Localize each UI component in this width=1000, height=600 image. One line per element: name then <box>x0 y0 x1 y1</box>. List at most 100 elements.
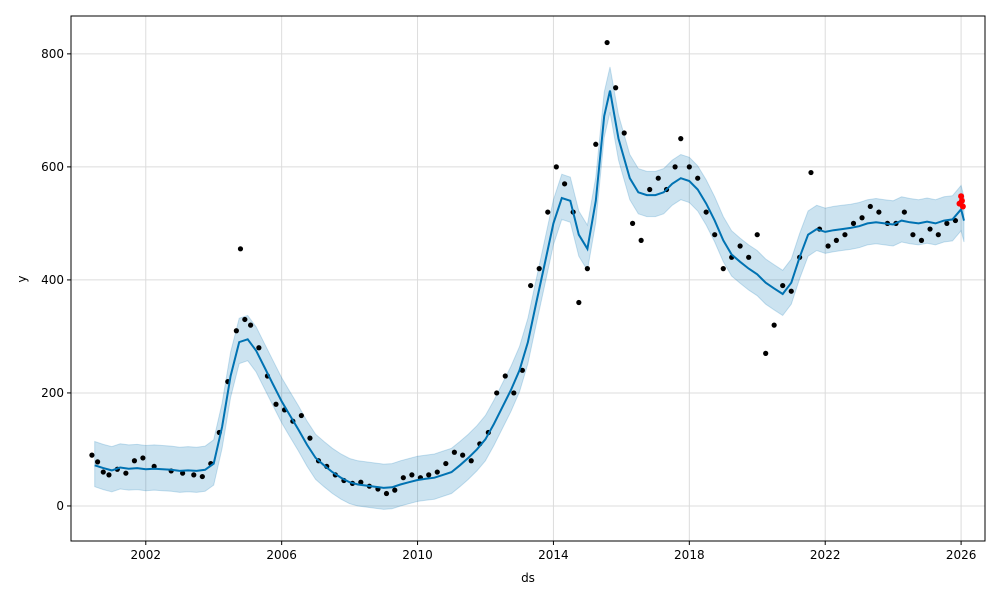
observed-point <box>629 220 636 227</box>
observed-point <box>788 288 794 294</box>
observed-point <box>123 470 129 476</box>
observed-point <box>910 232 916 238</box>
observed-point <box>703 209 709 215</box>
y-axis-ticks: 0 200 400 600 800 <box>41 47 71 513</box>
observed-point <box>89 452 95 458</box>
y-tick-label: 0 <box>56 499 64 513</box>
observed-point <box>754 232 760 238</box>
highlighted-point <box>959 203 966 210</box>
observed-point <box>273 401 279 407</box>
highlighted-point <box>958 193 965 200</box>
observed-point <box>528 282 534 289</box>
observed-point <box>519 367 525 373</box>
observed-point <box>468 458 474 464</box>
observed-point <box>876 209 882 215</box>
observed-point <box>672 164 678 170</box>
observed-point <box>604 39 610 46</box>
observed-point <box>918 237 925 243</box>
observed-point <box>242 316 248 323</box>
observed-point <box>944 220 950 227</box>
observed-point <box>720 266 726 272</box>
uncertainty-band-area <box>94 66 965 510</box>
observed-point <box>780 282 786 289</box>
grid-lines <box>71 16 985 541</box>
observed-point <box>140 455 146 461</box>
observed-point <box>502 373 508 379</box>
observed-point <box>737 243 743 249</box>
y-tick-label: 800 <box>41 47 64 61</box>
x-tick-label: 2018 <box>674 548 705 562</box>
observed-point <box>576 299 582 306</box>
observed-point <box>686 164 692 170</box>
observed-point <box>409 472 415 478</box>
observed-point <box>638 237 644 243</box>
observed-point <box>655 175 661 181</box>
uncertainty-band <box>94 66 965 510</box>
observed-point <box>859 215 865 221</box>
y-tick-label: 200 <box>41 386 64 400</box>
observed-point <box>825 243 831 249</box>
observed-point <box>927 226 933 232</box>
observed-point <box>237 246 244 252</box>
highlighted-points <box>956 193 966 210</box>
observed-point <box>358 479 364 485</box>
observed-point <box>842 232 848 238</box>
y-axis-label: y <box>15 275 29 282</box>
observed-point <box>95 459 101 465</box>
observed-point <box>233 328 239 334</box>
observed-point <box>901 209 907 215</box>
x-axis-label: ds <box>521 571 535 585</box>
x-axis-ticks: 2002 2006 2010 2014 2018 2022 2026 <box>131 541 977 562</box>
observed-point <box>460 452 466 458</box>
y-tick-label: 400 <box>41 273 64 287</box>
y-tick-label: 600 <box>41 160 64 174</box>
observed-point <box>451 449 457 455</box>
observed-point <box>952 217 959 224</box>
observed-point <box>867 203 873 210</box>
observed-point <box>561 181 568 187</box>
observed-point <box>494 390 500 396</box>
x-tick-label: 2002 <box>131 548 162 562</box>
observed-point <box>256 345 262 351</box>
plot-frame <box>70 15 986 542</box>
observed-point <box>593 141 599 147</box>
observed-point <box>106 472 112 478</box>
x-tick-label: 2006 <box>266 548 297 562</box>
observed-point <box>647 186 653 193</box>
x-tick-label: 2014 <box>538 548 569 562</box>
observed-point <box>400 475 406 481</box>
observed-point <box>100 469 106 475</box>
observed-point <box>850 220 857 227</box>
x-tick-label: 2022 <box>810 548 841 562</box>
observed-point <box>443 460 449 467</box>
observed-point <box>131 458 138 464</box>
x-tick-label: 2010 <box>402 548 433 562</box>
observed-point <box>678 136 684 142</box>
observed-point <box>621 130 627 136</box>
observed-point <box>536 266 542 272</box>
observed-point <box>545 209 551 215</box>
observed-point <box>383 490 390 497</box>
observed-point <box>935 232 941 238</box>
observed-point <box>695 175 701 181</box>
observed-point <box>180 470 186 476</box>
forecast-line <box>94 90 965 489</box>
observed-point <box>746 254 752 260</box>
observed-point <box>307 435 313 441</box>
observed-point <box>199 473 205 480</box>
observed-point <box>833 237 839 243</box>
observed-point <box>392 487 398 493</box>
observed-point <box>511 390 517 396</box>
x-tick-label: 2026 <box>946 548 977 562</box>
observed-points <box>89 39 959 497</box>
observed-point <box>434 469 440 475</box>
observed-point <box>771 322 777 328</box>
highlighted-point <box>958 197 965 204</box>
observed-point <box>613 85 619 91</box>
observed-point <box>151 463 157 470</box>
observed-point <box>191 472 197 478</box>
observed-point <box>298 412 304 419</box>
observed-point <box>712 232 718 238</box>
